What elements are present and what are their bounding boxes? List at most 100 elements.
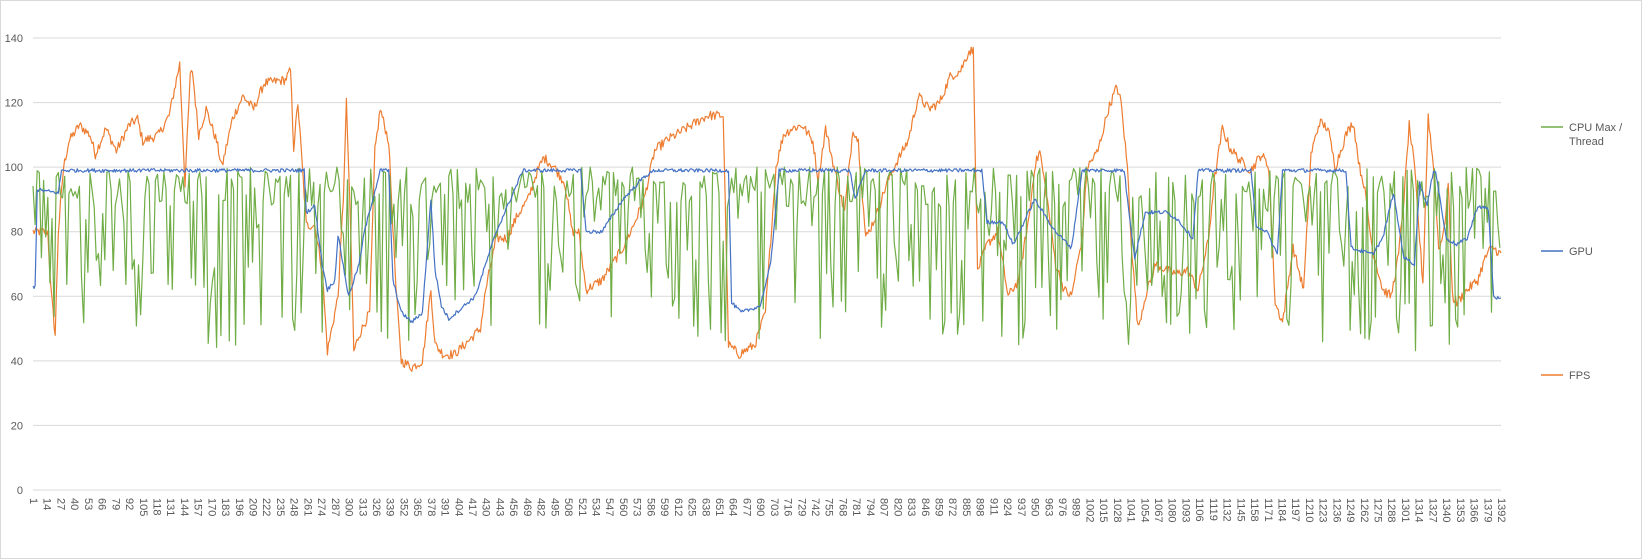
x-tick-label: 1171 xyxy=(1262,498,1274,522)
x-tick-label: 1119 xyxy=(1207,498,1219,521)
x-tick-label: 274 xyxy=(315,498,327,516)
x-tick-label: 755 xyxy=(823,498,835,516)
x-tick-label: 1002 xyxy=(1083,498,1095,522)
x-tick-label: 1197 xyxy=(1289,498,1301,522)
x-tick-label: 911 xyxy=(987,498,999,516)
x-tick-label: 963 xyxy=(1042,498,1054,516)
x-tick-label: 794 xyxy=(864,498,876,516)
x-tick-label: 131 xyxy=(164,498,176,516)
y-tick-label: 60 xyxy=(11,291,23,303)
x-tick-label: 300 xyxy=(343,498,355,516)
x-tick-label: 53 xyxy=(82,498,94,510)
x-tick-label: 1 xyxy=(27,498,39,504)
x-tick-label: 209 xyxy=(247,498,259,516)
x-tick-label: 859 xyxy=(932,498,944,516)
x-tick-label: 1093 xyxy=(1179,498,1191,522)
x-tick-label: 1275 xyxy=(1372,498,1384,522)
x-tick-label: 1379 xyxy=(1481,498,1493,522)
x-tick-label: 703 xyxy=(768,498,780,516)
x-tick-label: 651 xyxy=(713,498,725,516)
x-tick-label: 365 xyxy=(411,498,423,516)
y-tick-label: 0 xyxy=(17,485,23,497)
x-tick-label: 235 xyxy=(274,498,286,516)
x-tick-label: 1288 xyxy=(1385,498,1397,522)
x-tick-label: 378 xyxy=(425,498,437,516)
x-tick-label: 313 xyxy=(356,498,368,516)
x-tick-label: 1223 xyxy=(1317,498,1329,522)
x-tick-label: 1145 xyxy=(1234,498,1246,522)
x-tick-label: 469 xyxy=(521,498,533,516)
x-tick-label: 846 xyxy=(919,498,931,516)
x-tick-label: 1067 xyxy=(1152,498,1164,522)
x-tick-label: 391 xyxy=(439,498,451,516)
x-tick-label: 430 xyxy=(480,498,492,516)
x-tick-label: 482 xyxy=(535,498,547,516)
x-tick-label: 976 xyxy=(1056,498,1068,516)
x-tick-label: 92 xyxy=(123,498,135,510)
legend-label: CPU Max / Thread xyxy=(1569,122,1623,148)
x-tick-label: 1340 xyxy=(1440,498,1452,522)
x-tick-label: 898 xyxy=(974,498,986,516)
x-tick-label: 40 xyxy=(68,498,80,510)
x-tick-label: 1028 xyxy=(1111,498,1123,522)
x-tick-label: 157 xyxy=(192,498,204,516)
x-tick-label: 222 xyxy=(260,498,272,516)
x-tick-label: 729 xyxy=(795,498,807,516)
x-tick-label: 677 xyxy=(740,498,752,516)
x-tick-label: 352 xyxy=(397,498,409,516)
y-tick-label: 140 xyxy=(5,33,23,45)
x-tick-label: 833 xyxy=(905,498,917,516)
x-tick-label: 716 xyxy=(782,498,794,516)
x-tick-label: 495 xyxy=(548,498,560,516)
y-tick-label: 20 xyxy=(11,420,23,432)
x-tick-label: 1314 xyxy=(1413,498,1425,522)
x-tick-label: 1236 xyxy=(1330,498,1342,522)
x-tick-label: 79 xyxy=(109,498,121,510)
legend-label: GPU xyxy=(1569,246,1593,258)
x-tick-label: 1392 xyxy=(1495,498,1507,522)
x-tick-label: 508 xyxy=(562,498,574,516)
x-tick-label: 820 xyxy=(891,498,903,516)
x-tick-label: 612 xyxy=(672,498,684,516)
x-tick-label: 417 xyxy=(466,498,478,516)
x-tick-label: 287 xyxy=(329,498,341,516)
x-tick-label: 170 xyxy=(205,498,217,516)
x-tick-label: 443 xyxy=(493,498,505,516)
x-tick-label: 768 xyxy=(836,498,848,516)
x-tick-label: 1210 xyxy=(1303,498,1315,522)
x-tick-label: 105 xyxy=(137,498,149,516)
x-tick-label: 1054 xyxy=(1138,498,1150,522)
x-tick-label: 1106 xyxy=(1193,498,1205,522)
legend-label: FPS xyxy=(1569,370,1590,382)
x-tick-label: 1080 xyxy=(1166,498,1178,522)
x-tick-label: 924 xyxy=(1001,498,1013,516)
x-tick-label: 1327 xyxy=(1426,498,1438,522)
x-tick-label: 118 xyxy=(150,498,162,516)
x-tick-label: 339 xyxy=(384,498,396,516)
y-axis: 0 20 40 60 80 100 120 140 xyxy=(5,33,23,497)
x-tick-label: 248 xyxy=(288,498,300,516)
x-tick-label: 989 xyxy=(1070,498,1082,516)
x-tick-label: 1158 xyxy=(1248,498,1260,522)
x-tick-label: 1262 xyxy=(1358,498,1370,522)
x-tick-label: 1015 xyxy=(1097,498,1109,522)
x-tick-label: 547 xyxy=(603,498,615,516)
x-tick-label: 196 xyxy=(233,498,245,516)
x-tick-label: 638 xyxy=(699,498,711,516)
x-tick-label: 261 xyxy=(301,498,313,516)
series-layer xyxy=(32,46,1502,372)
x-tick-label: 521 xyxy=(576,498,588,516)
x-tick-label: 1301 xyxy=(1399,498,1411,522)
series-line-fps xyxy=(32,46,1502,372)
x-tick-label: 625 xyxy=(686,498,698,516)
x-tick-label: 573 xyxy=(631,498,643,516)
x-tick-label: 937 xyxy=(1015,498,1027,516)
y-tick-label: 80 xyxy=(11,227,23,239)
x-tick-label: 664 xyxy=(727,498,739,516)
x-tick-label: 872 xyxy=(946,498,958,516)
x-tick-label: 950 xyxy=(1029,498,1041,516)
x-tick-label: 144 xyxy=(178,498,190,516)
x-tick-label: 885 xyxy=(960,498,972,516)
